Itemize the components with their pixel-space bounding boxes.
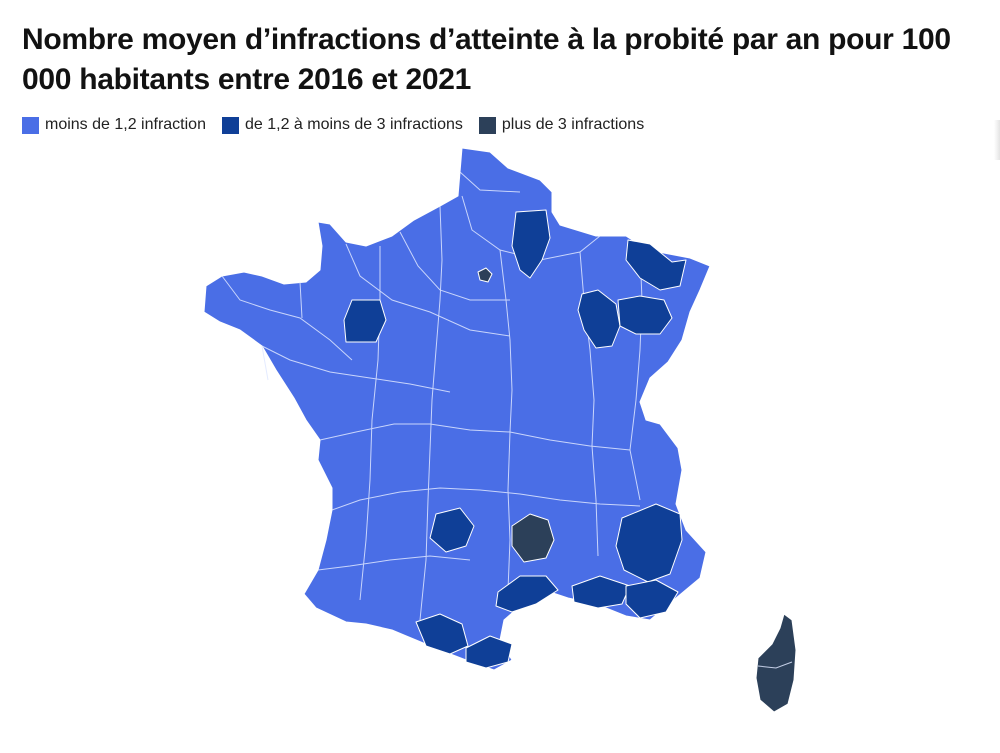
legend-swatch-mid [221,116,239,134]
edge-shadow [994,120,1000,160]
dept-herault [495,575,559,613]
dept-paris [477,267,493,283]
legend-item-high: plus de 3 infractions [478,116,645,134]
dept-vosges [617,295,673,335]
legend-swatch-high [478,116,496,134]
legend-label-high: plus de 3 infractions [501,116,645,133]
legend-item-low: moins de 1,2 infraction [22,116,206,134]
dept-moselle [625,239,687,291]
france-mainland [203,147,711,671]
legend-label-low: moins de 1,2 infraction [45,116,206,133]
dept-lozere [511,513,555,563]
legend-label-mid: de 1,2 à moins de 3 infractions [244,116,463,133]
dept-bouches-du-rhone [571,575,631,609]
legend: moins de 1,2 infraction de 1,2 à moins d… [22,116,644,134]
dept-alpes-region [615,503,683,583]
map-title: Nombre moyen d’infractions d’atteinte à … [22,23,951,96]
dept-mayenne [343,299,387,343]
dept-ariege [465,635,513,669]
corse [755,613,797,713]
dept-haute-marne [577,289,621,349]
legend-swatch-low [22,116,39,134]
dept-cantal [429,507,475,553]
dept-aisne [511,209,551,279]
dept-hautes-pyrenees [415,613,469,655]
corse-border [757,661,793,669]
legend-item-mid: de 1,2 à moins de 3 infractions [221,116,463,134]
dept-var [625,579,679,619]
